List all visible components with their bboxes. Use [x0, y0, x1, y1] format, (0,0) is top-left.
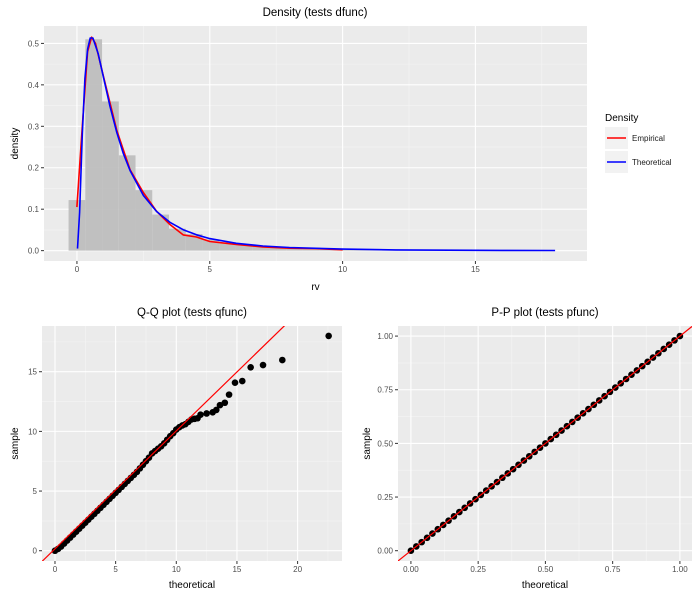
legend-label: Theoretical	[632, 158, 672, 167]
x-tick-label: 0	[75, 265, 80, 274]
data-point	[247, 363, 254, 371]
x-axis-title: rv	[311, 282, 319, 293]
x-tick-label: 1.00	[672, 565, 688, 574]
x-axis-title: theoretical	[522, 580, 568, 591]
x-tick-label: 0.00	[403, 565, 419, 574]
histogram-bar	[168, 228, 186, 251]
x-tick-label: 10	[338, 265, 347, 274]
y-tick-label: 0.50	[377, 439, 393, 448]
y-tick-label: 15	[28, 368, 37, 377]
legend-label: Empirical	[632, 134, 665, 143]
histogram-bar	[252, 246, 270, 251]
plot-contents	[398, 326, 692, 561]
data-point	[279, 356, 286, 364]
y-tick-label: 1.00	[377, 332, 393, 341]
y-tick-label: 0.75	[377, 386, 393, 395]
y-tick-label: 0.5	[28, 39, 40, 48]
y-tick-label: 0.2	[28, 164, 40, 173]
histogram-bar	[102, 101, 119, 251]
y-axis-title: sample	[10, 427, 21, 460]
x-axis-title: theoretical	[169, 580, 215, 591]
x-tick-label: 5	[113, 565, 118, 574]
data-point	[225, 391, 233, 398]
chart-2: 0.00 0.25 0.50 0.75 1.00 0.00 0.25 0.50 0.75 1.00…	[362, 307, 692, 591]
chart-title: P-P plot (tests pfunc)	[491, 307, 598, 319]
y-tick-label: 0.0	[28, 247, 40, 256]
x-tick-label: 0.25	[470, 565, 486, 574]
x-tick-label: 5	[208, 265, 213, 274]
histogram-bar	[219, 242, 236, 251]
y-tick-label: 0	[33, 547, 38, 556]
chart-1: 0 5 10 15 20 0 5 10 15 Q-Q plot (tests qfunc) theo…	[10, 307, 342, 591]
y-axis-title: density	[10, 128, 21, 160]
data-point	[238, 377, 246, 385]
y-tick-label: 0.4	[28, 81, 40, 90]
histogram-bar	[269, 247, 287, 251]
y-tick-label: 0.00	[377, 547, 393, 556]
histogram-bar	[235, 244, 253, 251]
x-tick-label: 15	[471, 265, 480, 274]
reference-line	[42, 326, 286, 561]
y-tick-label: 0.3	[28, 122, 40, 131]
data-point	[197, 411, 204, 418]
histogram-bar	[152, 214, 169, 251]
y-tick-label: 10	[28, 427, 37, 436]
reference-line	[398, 326, 692, 561]
density-line-theoretical	[76, 37, 556, 252]
legend-title: Density	[605, 113, 638, 124]
plot-contents	[42, 326, 342, 561]
y-tick-label: 5	[33, 487, 38, 496]
x-tick-label: 10	[172, 565, 181, 574]
histogram-bar	[353, 249, 370, 251]
histogram-bar	[302, 248, 320, 251]
histogram-bar	[85, 39, 103, 251]
chart-0: 0 5 10 15 0.0 0.1 0.2 0.3 0.4 0.5 Density (tests d…	[10, 7, 587, 293]
y-tick-label: 0.1	[28, 205, 40, 214]
data-point	[325, 332, 332, 340]
y-tick-label: 0.25	[377, 493, 393, 502]
x-tick-label: 0.50	[538, 565, 554, 574]
x-tick-label: 20	[293, 565, 302, 574]
histogram-bar	[202, 239, 220, 251]
histogram-bar	[286, 248, 303, 251]
data-point	[221, 399, 229, 407]
plot-panel	[42, 326, 342, 561]
histogram-bar	[135, 190, 153, 251]
x-tick-label: 0	[53, 565, 58, 574]
data-point	[231, 379, 239, 386]
chart-title: Density (tests dfunc)	[263, 7, 368, 19]
chart-title: Q-Q plot (tests qfunc)	[137, 307, 247, 319]
data-point	[203, 410, 210, 417]
data-point	[259, 361, 267, 369]
y-axis-title: sample	[362, 427, 373, 460]
data-point	[213, 406, 220, 414]
plot-contents	[44, 26, 587, 261]
x-tick-label: 0.75	[605, 565, 621, 574]
legend: Density Empirical Theoretical	[605, 113, 672, 173]
x-tick-label: 15	[232, 565, 241, 574]
histogram-bar	[336, 249, 354, 251]
histogram-bar	[118, 155, 136, 251]
histogram-bar	[68, 200, 86, 251]
